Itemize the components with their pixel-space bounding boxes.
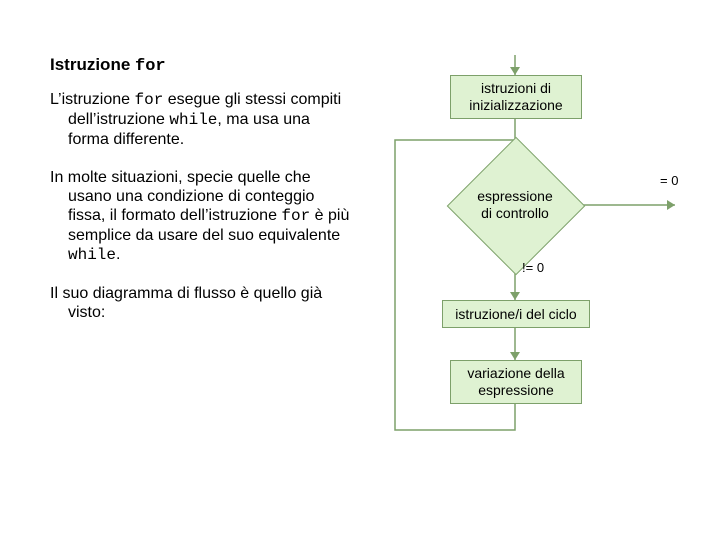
node-body: istruzione/i del ciclo (442, 300, 590, 328)
edge-label-true: != 0 (522, 260, 544, 275)
node-init: istruzioni di inizializzazione (450, 75, 582, 119)
node-init-line2: inizializzazione (469, 97, 562, 113)
edge-label-false: = 0 (660, 173, 678, 188)
node-step: variazione della espressione (450, 360, 582, 404)
paragraph-3: Il suo diagramma di flusso è quello già … (50, 284, 350, 322)
node-step-line2: espressione (478, 382, 554, 398)
heading-prefix: Istruzione (50, 55, 135, 74)
node-body-label: istruzione/i del ciclo (455, 306, 576, 323)
node-cond-label: espressione di controllo (455, 188, 575, 222)
heading: Istruzione for (50, 55, 350, 76)
node-init-line1: istruzioni di (481, 80, 551, 96)
heading-code: for (135, 57, 166, 76)
flowchart: istruzioni di inizializzazione espressio… (370, 55, 710, 495)
node-step-line1: variazione della (467, 365, 564, 381)
text-column: Istruzione for L’istruzione for esegue g… (50, 55, 350, 340)
paragraph-1: L’istruzione for esegue gli stessi compi… (50, 90, 350, 150)
flowchart-edges (370, 55, 710, 495)
paragraph-2: In molte situazioni, specie quelle che u… (50, 168, 350, 266)
